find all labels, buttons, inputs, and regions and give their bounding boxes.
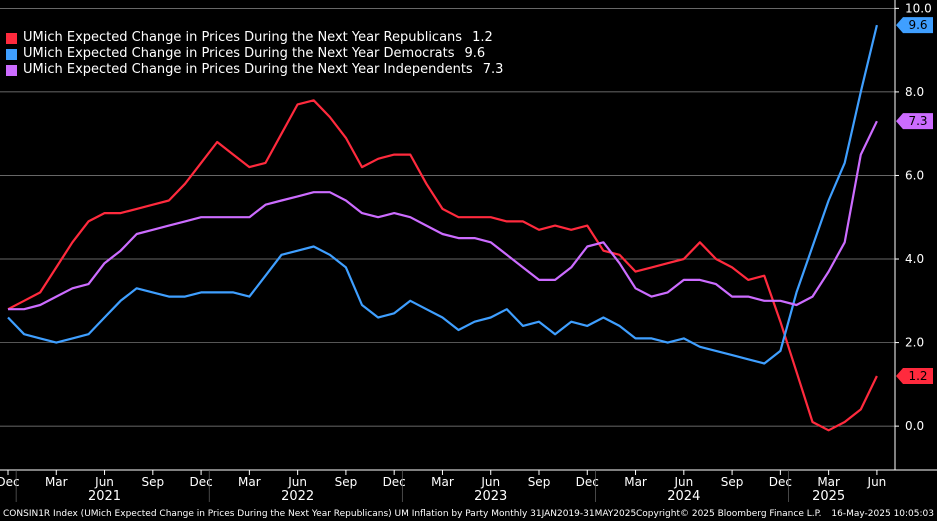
legend-label-independents: UMich Expected Change in Prices During t… xyxy=(23,62,473,77)
x-month-label-9: Mar xyxy=(431,475,454,489)
legend-item-democrats: UMich Expected Change in Prices During t… xyxy=(6,46,503,62)
legend-item-independents: UMich Expected Change in Prices During t… xyxy=(6,62,503,78)
last-value-tag-text-democrats: 9.6 xyxy=(908,18,927,32)
footer-timestamp: 16-May-2025 10:05:03 xyxy=(831,509,934,519)
x-month-label-4: Dec xyxy=(189,475,212,489)
x-month-label-8: Dec xyxy=(383,475,406,489)
x-year-label-4: 2025 xyxy=(812,489,845,504)
series-line-independents xyxy=(8,120,878,311)
legend-swatch-republicans xyxy=(6,32,17,44)
x-month-label-17: Mar xyxy=(817,475,840,489)
x-month-label-0: Dec xyxy=(0,475,20,489)
series-line-democrats xyxy=(7,24,878,365)
last-value-tag-independents: 7.3 xyxy=(896,113,933,130)
y-tick-label-0: 10.0 xyxy=(905,1,932,15)
legend-swatch-independents xyxy=(6,64,17,76)
x-axis-labels: Dec Mar Jun Sep Dec Mar Jun Sep Dec Mar Jun Sep Dec M… xyxy=(0,470,886,504)
last-value-tag-bg-republicans xyxy=(896,368,933,384)
y-tick-label-2: 6.0 xyxy=(905,168,924,182)
legend-label-democrats: UMich Expected Change in Prices During t… xyxy=(23,46,455,61)
legend-value-independents: 7.3 xyxy=(482,62,504,77)
last-value-tag-democrats: 9.6 xyxy=(896,17,933,34)
x-month-label-5: Mar xyxy=(238,475,261,489)
gridlines xyxy=(0,8,895,427)
x-month-label-11: Sep xyxy=(528,475,551,489)
axes: 10.0 8.0 6.0 4.0 2.0 0.0 xyxy=(0,0,937,471)
last-value-tag-bg-democrats xyxy=(896,17,933,34)
x-year-label-1: 2022 xyxy=(281,489,314,504)
x-month-label-14: Jun xyxy=(673,475,693,489)
x-year-label-2: 2023 xyxy=(474,489,507,504)
x-month-label-16: Dec xyxy=(769,475,792,489)
last-value-tag-bg-independents xyxy=(896,113,933,130)
series-lines xyxy=(7,24,878,432)
legend-label-republicans: UMich Expected Change in Prices During t… xyxy=(23,30,463,45)
x-month-label-7: Sep xyxy=(335,475,358,489)
last-value-tag-republicans: 1.2 xyxy=(896,368,933,384)
y-tick-label-4: 2.0 xyxy=(905,336,924,350)
x-month-label-18: Jun xyxy=(867,475,887,489)
x-month-label-12: Dec xyxy=(576,475,599,489)
legend-value-democrats: 9.6 xyxy=(464,46,486,61)
last-value-tag-text-republicans: 1.2 xyxy=(908,369,927,383)
x-month-label-13: Mar xyxy=(624,475,647,489)
x-month-label-2: Jun xyxy=(94,475,114,489)
x-month-label-1: Mar xyxy=(45,475,68,489)
x-month-label-3: Sep xyxy=(142,475,165,489)
legend: UMich Expected Change in Prices During t… xyxy=(6,30,504,78)
x-month-label-6: Jun xyxy=(287,475,307,489)
footer-source: CONSIN1R Index (UMich Expected Change in… xyxy=(3,509,637,519)
x-month-label-10: Jun xyxy=(480,475,500,489)
legend-swatch-democrats xyxy=(6,48,17,60)
footer-copyright: Copyright© 2025 Bloomberg Finance L.P. xyxy=(636,509,822,519)
y-tick-label-3: 4.0 xyxy=(905,252,924,266)
y-tick-label-1: 8.0 xyxy=(905,85,924,99)
x-year-label-3: 2024 xyxy=(667,489,700,504)
last-value-tags: 1.2 9.6 7.3 xyxy=(896,17,933,384)
series-line-republicans xyxy=(7,99,878,432)
legend-value-republicans: 1.2 xyxy=(472,30,493,45)
last-value-tag-text-independents: 7.3 xyxy=(908,114,927,128)
x-month-label-15: Sep xyxy=(721,475,744,489)
footer: CONSIN1R Index (UMich Expected Change in… xyxy=(0,507,937,521)
legend-item-republicans: UMich Expected Change in Prices During t… xyxy=(6,30,503,46)
x-year-label-0: 2021 xyxy=(88,489,121,504)
y-tick-label-5: 0.0 xyxy=(905,419,924,433)
